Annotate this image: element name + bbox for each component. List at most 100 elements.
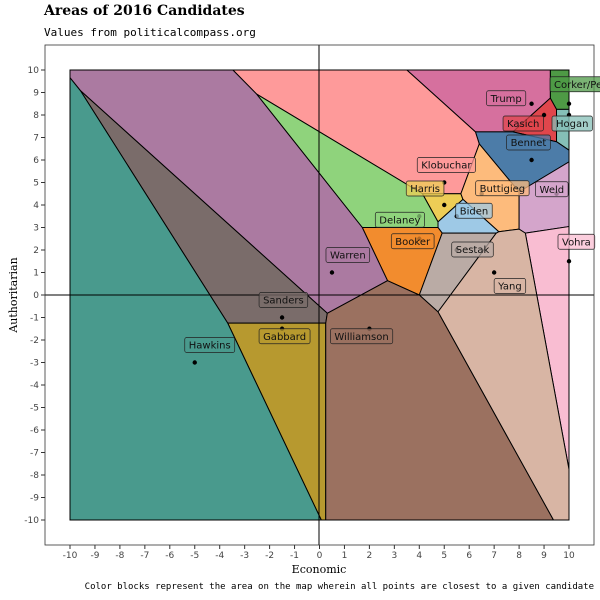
label-williamson: Williamson [334, 332, 388, 343]
x-tick-label: -8 [115, 551, 124, 561]
y-tick-label: 8 [33, 111, 39, 121]
label-weld: Weld [540, 185, 565, 196]
label-sestak: Sestak [456, 245, 490, 256]
x-tick-label: 0 [317, 551, 323, 561]
label-box-buttigieg [475, 180, 530, 197]
label-klobuchar: Klobuchar [421, 161, 472, 172]
y-tick-label: 2 [33, 246, 39, 256]
axes: -10 -9 -8 -7 -6 -5 -4 -3 -2 -1 0 1 2 3 4 5 6 7 8 9 10-10-9-8… [24, 44, 595, 561]
label-box-gabbard [258, 328, 311, 345]
point-corker-pence [566, 101, 572, 106]
y-tick-label: 5 [33, 179, 39, 189]
x-tick-label: -5 [190, 551, 199, 561]
label-warren: Warren [330, 251, 366, 262]
point-labels: Corker/Pence Trump Kasich Hogan Bennet Klobuc… [184, 76, 600, 353]
y-tick-label: -5 [30, 404, 39, 414]
point-warren [329, 270, 335, 275]
label-box-trump [486, 90, 527, 107]
label-box-biden [455, 202, 493, 219]
label-bennet: Bennet [511, 138, 547, 149]
y-tick-label: 10 [28, 66, 40, 76]
label-trump: Trump [490, 94, 522, 105]
label-booker: Booker [395, 237, 431, 248]
x-tick-label: -2 [265, 551, 274, 561]
label-box-corker-pence [549, 76, 600, 93]
x-tick-label: 8 [516, 551, 522, 561]
label-gabbard: Gabbard [263, 332, 306, 343]
y-tick-label: -3 [30, 359, 39, 369]
y-tick-label: 7 [33, 134, 39, 144]
x-tick-label: 1 [342, 551, 348, 561]
y-tick-label: 1 [33, 269, 39, 279]
point-bennet [529, 157, 534, 163]
x-tick-label: -3 [240, 551, 249, 561]
x-tick-label: 7 [491, 551, 497, 561]
label-box-harris [405, 180, 445, 197]
label-box-williamson [330, 328, 394, 345]
x-tick-label: 6 [466, 551, 472, 561]
label-box-hogan [551, 115, 593, 132]
y-tick-label: -4 [30, 381, 39, 391]
label-vohra: Vohra [562, 237, 591, 248]
region-hawkins [69, 76, 323, 521]
y-tick-label: 6 [33, 156, 39, 166]
x-tick-label: -9 [90, 551, 99, 561]
label-box-weld [535, 181, 569, 198]
label-box-booker [390, 233, 435, 250]
y-tick-label: -9 [30, 494, 39, 504]
y-tick-label: 0 [33, 291, 39, 301]
x-axis-title: Economic [292, 563, 347, 576]
chart-title: Areas of 2016 Candidates [44, 3, 245, 19]
label-biden: Biden [460, 206, 488, 217]
y-tick-label: -7 [30, 449, 39, 459]
label-box-hawkins [184, 337, 236, 353]
y-tick-label: 3 [33, 224, 39, 234]
region-yang [437, 228, 570, 521]
point-sanders [279, 315, 285, 320]
y-tick-label: 4 [33, 201, 39, 211]
label-harris: Harris [410, 184, 440, 195]
y-tick-label: 9 [33, 89, 39, 99]
y-tick-label: -2 [30, 336, 39, 346]
point-hawkins [192, 360, 197, 365]
label-corker-pence: Corker/Pence [554, 80, 600, 91]
x-tick-label: 9 [541, 551, 547, 561]
x-tick-label: 4 [416, 551, 422, 561]
label-hogan: Hogan [556, 119, 588, 130]
label-box-sanders [258, 292, 309, 308]
x-tick-label: 10 [563, 551, 575, 561]
label-sanders: Sanders [263, 296, 304, 307]
y-tick-label: -1 [30, 314, 39, 324]
label-delaney: Delaney [379, 215, 420, 226]
x-tick-label: 2 [367, 551, 373, 561]
x-tick-label: -7 [140, 551, 149, 561]
label-box-kasich [502, 115, 544, 132]
y-tick-label: -6 [30, 426, 39, 436]
chart-subtitle: Values from politicalcompass.org [44, 26, 256, 39]
label-box-warren [325, 247, 371, 263]
label-box-yang [493, 278, 527, 294]
point-vohra [566, 259, 572, 264]
x-tick-label: -4 [215, 551, 224, 561]
label-box-delaney [374, 211, 425, 228]
label-kasich: Kasich [507, 119, 539, 130]
x-tick-label: -1 [290, 551, 299, 561]
label-yang: Yang [497, 282, 522, 293]
label-box-vohra [557, 233, 596, 250]
y-tick-label: -8 [30, 471, 39, 481]
x-tick-label: -10 [63, 551, 78, 561]
point-trump [529, 101, 534, 106]
point-yang [491, 270, 497, 275]
x-tick-label: 3 [391, 551, 397, 561]
y-tick-label: -10 [24, 516, 39, 526]
label-buttigieg: Buttigieg [480, 184, 525, 195]
label-box-klobuchar [416, 157, 476, 173]
label-box-bennet [506, 134, 551, 151]
x-tick-label: -6 [165, 551, 174, 561]
y-axis-title: Authoritarian [7, 257, 20, 333]
label-hawkins: Hawkins [189, 341, 231, 352]
label-box-sestak [451, 241, 494, 258]
point-harris [442, 202, 447, 208]
x-tick-label: 5 [441, 551, 447, 561]
